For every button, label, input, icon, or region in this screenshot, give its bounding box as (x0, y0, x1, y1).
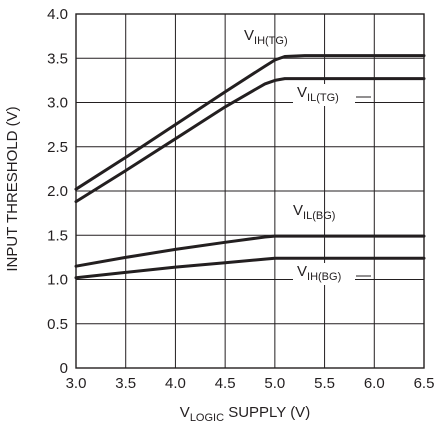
series-label-ihbg: VIH(BG) (297, 263, 341, 283)
y-tick-label: 1.0 (47, 272, 68, 289)
x-axis-title: VLOGIC SUPPLY (V) (180, 404, 310, 424)
x-tick-labels: 3.0 3.5 4.0 4.5 5.0 5.5 6.0 6.5 (66, 375, 435, 392)
y-tick-label: 3.5 (47, 50, 68, 67)
plot-frame (75, 13, 425, 369)
series-line-2 (74, 234, 426, 268)
series-label-mask-ihbg (293, 263, 355, 285)
x-tick-label: 3.0 (66, 375, 87, 392)
y-axis-title: INPUT THRESHOLD (V) (4, 106, 21, 271)
x-tick-label: 6.0 (364, 375, 385, 392)
series-label-ihtg: VIH(TG) (244, 27, 288, 47)
y-tick-label: 1.5 (47, 227, 68, 244)
series-label-ilbg: VIL(BG) (293, 202, 335, 222)
series-label-iltg: VIL(TG) (297, 84, 339, 104)
x-tick-label: 4.5 (215, 375, 236, 392)
x-tick-label: 5.0 (264, 375, 285, 392)
y-tick-label: 0 (60, 360, 68, 377)
y-tick-labels: 0 0.5 1.0 1.5 2.0 2.5 3.0 3.5 4.0 (47, 6, 68, 377)
y-tick-label: 2.0 (47, 183, 68, 200)
series-line-1 (74, 77, 426, 204)
series-line-0 (74, 54, 426, 191)
x-tick-label: 3.5 (115, 375, 136, 392)
series-lines (74, 54, 426, 280)
x-tick-label: 5.5 (314, 375, 335, 392)
series-label-mask-iltg (293, 84, 355, 106)
y-tick-label: 4.0 (47, 6, 68, 23)
y-tick-label: 2.5 (47, 139, 68, 156)
y-tick-label: 3.0 (47, 95, 68, 112)
x-tick-label: 4.0 (165, 375, 186, 392)
x-tick-label: 6.5 (414, 375, 435, 392)
y-tick-label: 0.5 (47, 316, 68, 333)
series-line-3 (74, 256, 426, 280)
